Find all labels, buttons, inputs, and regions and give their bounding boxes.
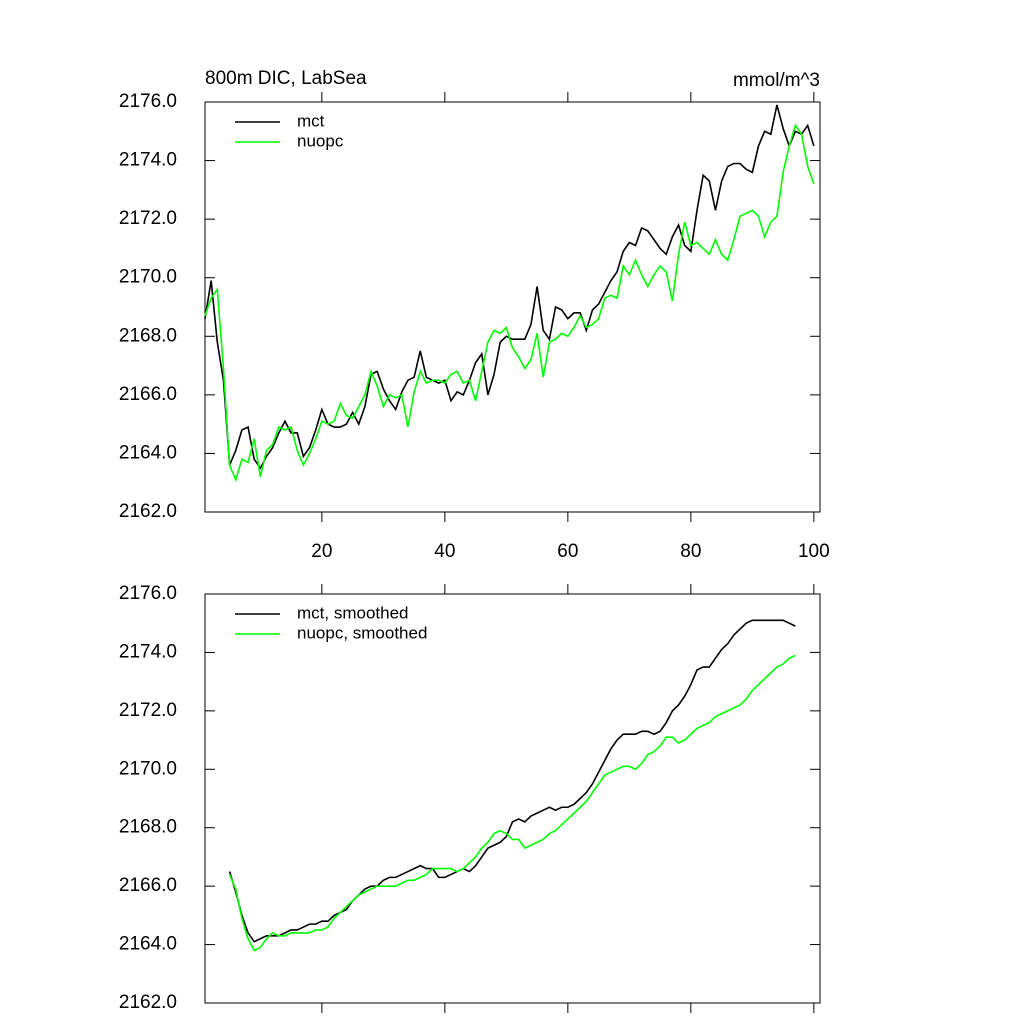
plot-frame <box>204 101 821 513</box>
y-tick-label: 2166.0 <box>119 384 177 405</box>
y-tick-label: 2164.0 <box>119 934 177 955</box>
series-line <box>204 104 815 470</box>
y-tick-label: 2168.0 <box>119 325 177 346</box>
series-line <box>228 619 796 943</box>
x-tick-label: 20 <box>311 541 332 562</box>
y-tick-label: 2168.0 <box>119 817 177 838</box>
y-tick-label: 2166.0 <box>119 875 177 896</box>
legend-label: nuopc, smoothed <box>297 623 427 642</box>
series-line <box>228 654 796 952</box>
y-tick-label: 2174.0 <box>119 150 177 171</box>
y-tick-label: 2162.0 <box>119 992 177 1013</box>
chart-title: 800m DIC, LabSea <box>205 68 367 89</box>
y-tick-label: 2172.0 <box>119 208 177 229</box>
legend-label: mct <box>297 111 325 130</box>
y-tick-label: 2164.0 <box>119 442 177 463</box>
series-line <box>204 123 815 483</box>
y-tick-label: 2176.0 <box>119 91 177 112</box>
legend-label: nuopc <box>297 131 344 150</box>
plot-frame <box>204 593 821 1004</box>
x-tick-label: 60 <box>557 541 578 562</box>
x-tick-label: 100 <box>798 541 830 562</box>
y-tick-label: 2170.0 <box>119 267 177 288</box>
x-tick-label: 80 <box>680 541 701 562</box>
y-tick-label: 2170.0 <box>119 758 177 779</box>
legend-label: mct, smoothed <box>297 603 409 622</box>
y-tick-label: 2172.0 <box>119 700 177 721</box>
y-tick-label: 2162.0 <box>119 501 177 522</box>
y-tick-label: 2176.0 <box>119 583 177 604</box>
y-tick-label: 2174.0 <box>119 641 177 662</box>
units-label: mmol/m^3 <box>733 70 820 91</box>
x-tick-label: 40 <box>434 541 455 562</box>
